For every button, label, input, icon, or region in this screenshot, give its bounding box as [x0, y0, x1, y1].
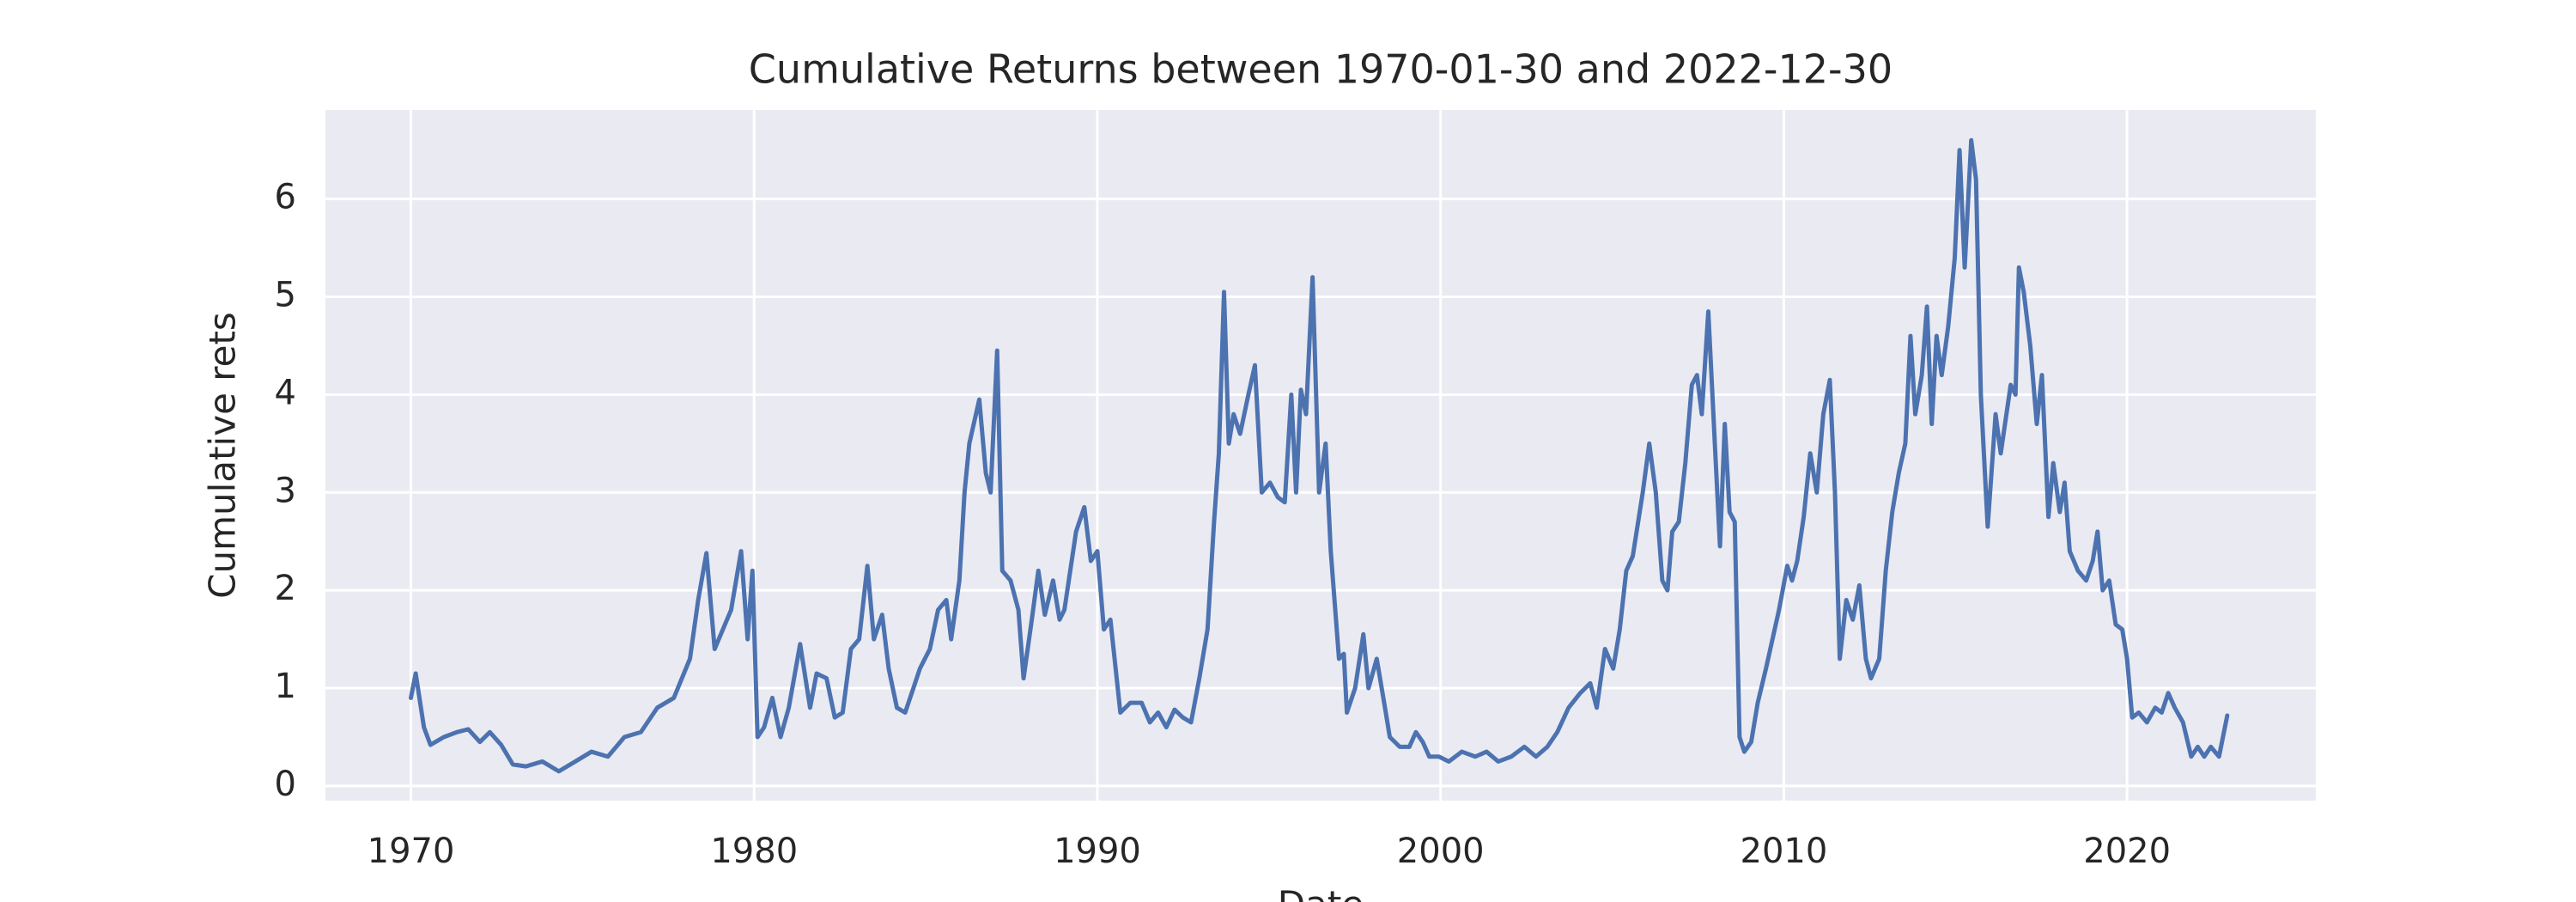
marks	[409, 137, 2230, 774]
y-tick-label: 3	[275, 471, 296, 510]
y-tick-label: 2	[275, 569, 296, 608]
chart-title: Cumulative Returns between 1970-01-30 an…	[749, 46, 1893, 93]
grid	[325, 110, 2316, 801]
x-tick-label: 1980	[710, 832, 798, 871]
x-tick-label: 2020	[2083, 832, 2171, 871]
x-tick-label: 1990	[1054, 832, 1141, 871]
y-tick-label: 0	[275, 765, 296, 804]
plot-area	[325, 110, 2316, 801]
y-tick-label: 5	[275, 276, 296, 315]
y-axis-label: Cumulative rets	[202, 312, 244, 599]
data-line	[409, 137, 2230, 774]
x-tick-label: 2010	[1741, 832, 1828, 871]
x-tick-label: 1970	[368, 832, 455, 871]
y-tick-label: 4	[275, 373, 296, 412]
y-tick-label: 1	[275, 667, 296, 706]
x-axis-label: Date	[1278, 883, 1364, 902]
x-tick-label: 2000	[1397, 832, 1485, 871]
y-tick-label: 6	[275, 178, 296, 217]
